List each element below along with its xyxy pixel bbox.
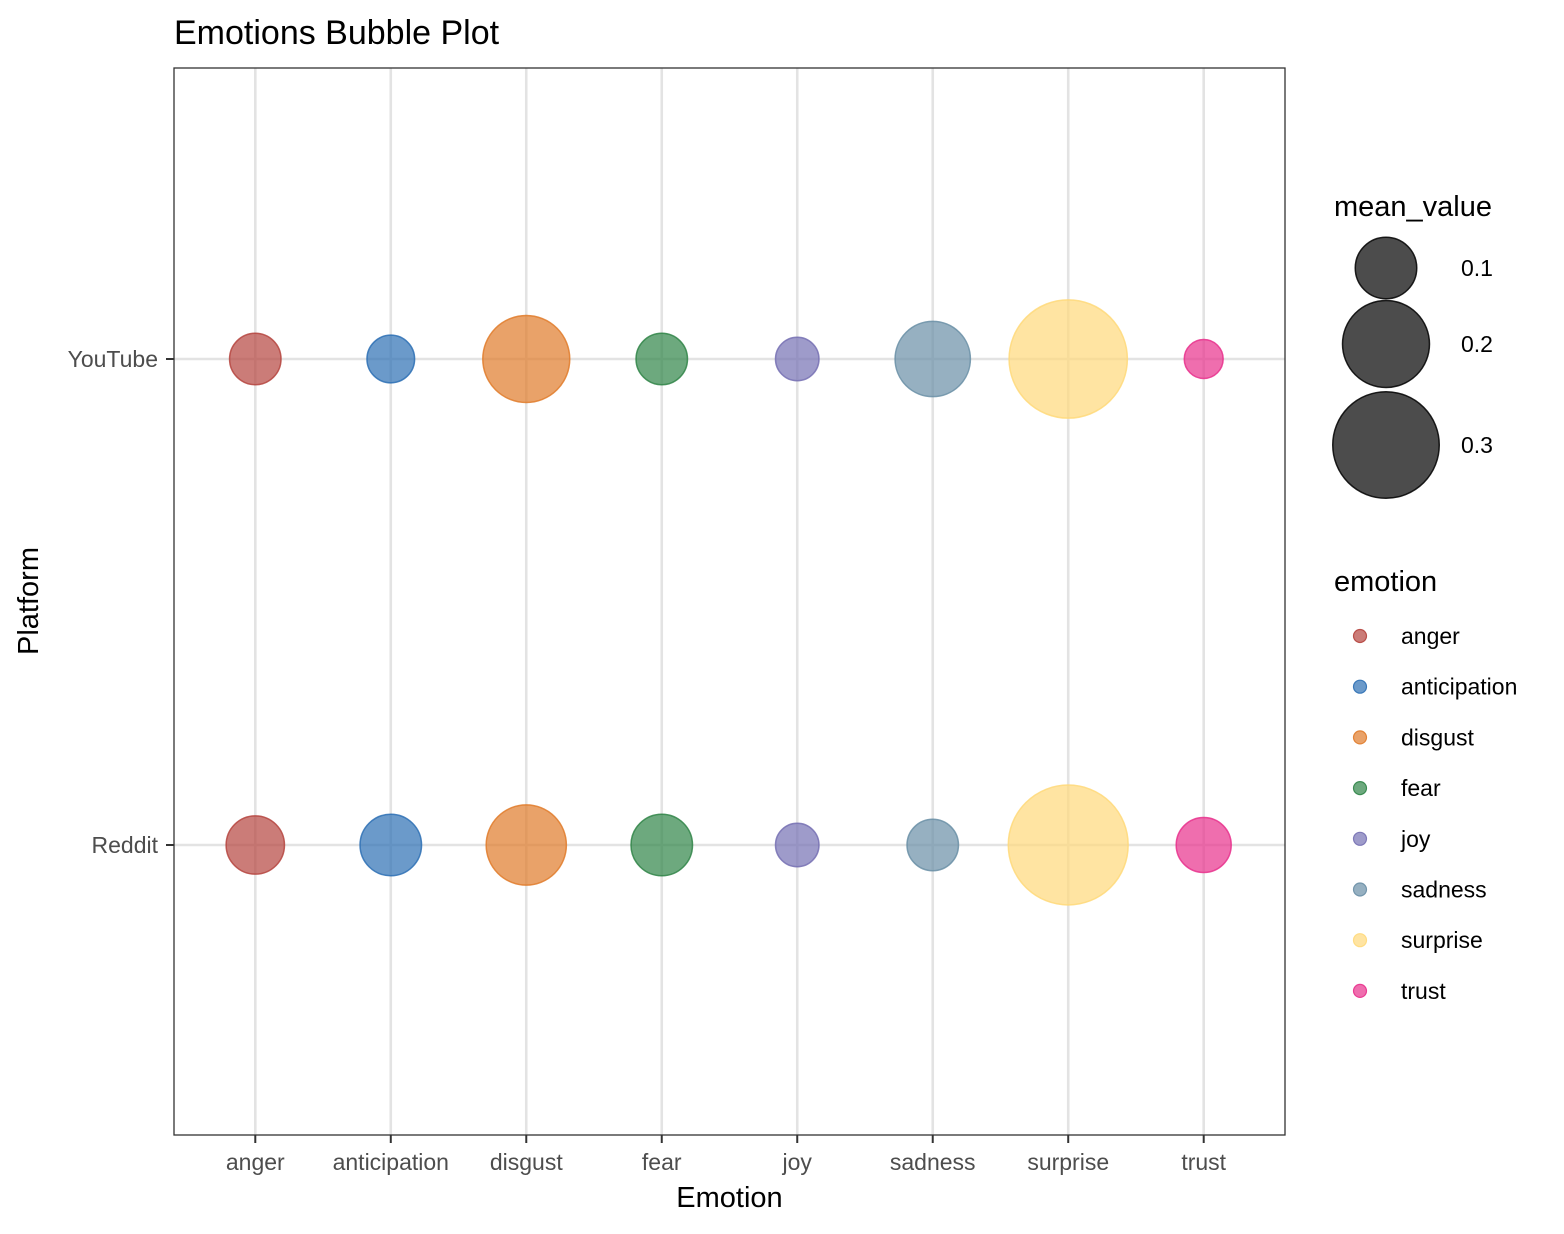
size-legend-label-3: 0.3	[1461, 432, 1493, 458]
size-legend-label-1: 0.1	[1461, 255, 1493, 281]
bubble-reddit-surprise	[1007, 784, 1129, 906]
color-legend-key-anticipation	[1352, 679, 1368, 694]
color-legend-label-surprise: surprise	[1401, 927, 1483, 953]
bubble-reddit-sadness	[906, 818, 960, 872]
bubble-reddit-joy	[774, 822, 820, 868]
bubble-reddit-disgust	[485, 804, 568, 886]
x-axis-title: Emotion	[676, 1182, 782, 1214]
bubble-youtube-sadness	[894, 320, 972, 398]
y-tick-label-reddit: Reddit	[92, 832, 159, 858]
color-legend-label-anger: anger	[1401, 623, 1460, 649]
x-tick-label-fear: fear	[642, 1149, 682, 1175]
bubble-youtube-fear	[635, 332, 689, 386]
bubble-youtube-surprise	[1008, 299, 1129, 419]
size-legend-title: mean_value	[1334, 191, 1492, 223]
bubble-reddit-anticipation	[359, 813, 423, 877]
size-legend-key-2	[1341, 299, 1431, 389]
color-legend-label-anticipation: anticipation	[1401, 674, 1517, 700]
color-legend-key-anger	[1352, 628, 1368, 644]
x-tick-label-joy: joy	[782, 1149, 813, 1175]
color-legend-key-trust	[1352, 983, 1368, 999]
x-tick-label-trust: trust	[1181, 1149, 1226, 1175]
color-legend-title: emotion	[1334, 566, 1437, 598]
color-legend-key-joy	[1352, 831, 1368, 846]
color-legend-label-joy: joy	[1400, 826, 1431, 852]
color-legend: emotion anger anticipation disgust fear joy s…	[1334, 566, 1517, 1004]
y-axis-title: Platform	[13, 547, 45, 655]
y-tick-label-youtube: YouTube	[68, 346, 158, 372]
bubble-reddit-trust	[1175, 816, 1232, 874]
bubble-reddit-fear	[630, 813, 694, 877]
x-tick-label-anger: anger	[226, 1149, 285, 1175]
panel-border	[173, 67, 1286, 1136]
bubble-youtube-trust	[1183, 338, 1224, 380]
bubble-youtube-anticipation	[366, 334, 416, 384]
x-tick-label-sadness: sadness	[890, 1149, 976, 1175]
x-tick-label-surprise: surprise	[1027, 1149, 1109, 1175]
color-legend-label-fear: fear	[1401, 775, 1441, 801]
size-legend: mean_value 0.1 0.2 0.3	[1331, 191, 1493, 500]
color-legend-key-sadness	[1352, 882, 1368, 897]
color-legend-label-sadness: sadness	[1401, 877, 1487, 903]
size-legend-key-3	[1331, 390, 1441, 500]
color-legend-label-trust: trust	[1401, 978, 1446, 1004]
color-legend-key-fear	[1352, 780, 1368, 796]
color-legend-label-disgust: disgust	[1401, 724, 1474, 750]
chart-title: Emotions Bubble Plot	[174, 14, 500, 52]
bubble-youtube-disgust	[482, 314, 571, 404]
grid-layer	[174, 68, 1285, 1135]
size-legend-key-1	[1354, 236, 1418, 300]
axis-layer: anger anticipation disgust fear joy sadness su…	[68, 346, 1227, 1175]
bubble-layer	[225, 299, 1232, 906]
color-legend-key-disgust	[1352, 730, 1368, 745]
x-tick-label-disgust: disgust	[490, 1149, 563, 1175]
x-tick-label-anticipation: anticipation	[333, 1149, 449, 1175]
bubble-youtube-joy	[774, 336, 820, 382]
color-legend-key-surprise	[1352, 933, 1368, 948]
size-legend-label-2: 0.2	[1461, 331, 1493, 357]
bubble-reddit-anger	[225, 815, 286, 875]
bubble-youtube-anger	[228, 332, 282, 386]
